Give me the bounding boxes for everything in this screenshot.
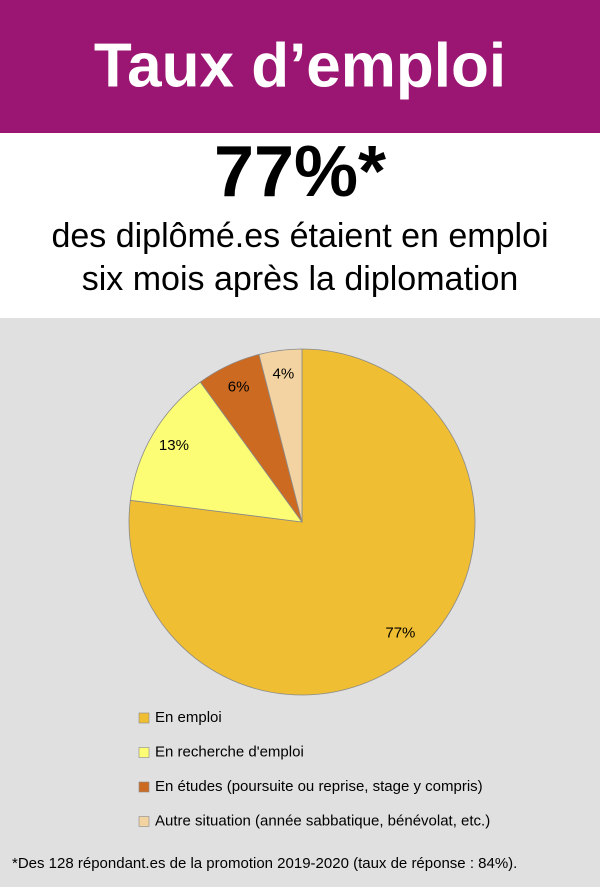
- legend-label: En recherche d'emploi: [155, 743, 304, 760]
- footnote: *Des 128 répondant.es de la promotion 20…: [12, 855, 517, 872]
- intro-band: [0, 133, 600, 318]
- data-label: 4%: [273, 365, 295, 382]
- legend-swatch: [138, 781, 150, 793]
- legend-swatch: [138, 816, 150, 827]
- pie-slice: [129, 381, 303, 523]
- data-label: 6%: [228, 378, 250, 395]
- legend-label: En études (poursuite ou reprise, stage y…: [155, 778, 483, 795]
- pie-slice: [258, 348, 303, 523]
- legend-swatch: [138, 747, 150, 758]
- headline: 77%*: [214, 132, 386, 212]
- legend-label: En emploi: [155, 709, 222, 726]
- subtitle-line: six mois après la diplomation: [82, 260, 519, 298]
- subtitle-line: des diplômé.es étaient en emploi: [51, 217, 548, 255]
- legend-swatch: [138, 712, 150, 724]
- data-label: 13%: [159, 437, 189, 454]
- header-band: [0, 0, 600, 133]
- legend-label: Autre situation (année sabbatique, bénév…: [155, 812, 490, 829]
- title: Taux d’emploi: [94, 31, 506, 100]
- data-label: 77%: [385, 625, 415, 642]
